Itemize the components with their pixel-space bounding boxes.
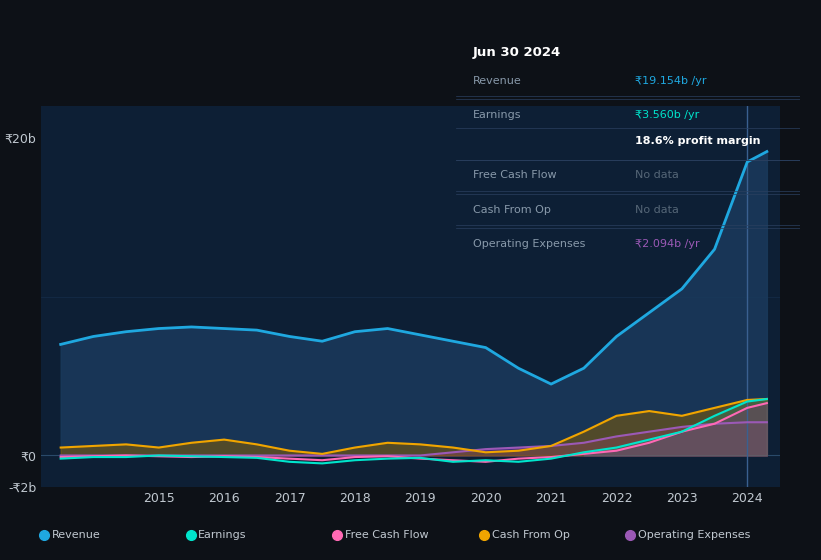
- Text: Operating Expenses: Operating Expenses: [638, 530, 750, 540]
- Text: Cash From Op: Cash From Op: [473, 204, 551, 214]
- Text: Free Cash Flow: Free Cash Flow: [473, 170, 557, 180]
- Text: Revenue: Revenue: [473, 76, 521, 86]
- Text: ₹2.094b /yr: ₹2.094b /yr: [635, 239, 699, 249]
- Text: No data: No data: [635, 204, 679, 214]
- Text: ₹3.560b /yr: ₹3.560b /yr: [635, 110, 699, 120]
- Text: ₹19.154b /yr: ₹19.154b /yr: [635, 76, 706, 86]
- Text: Jun 30 2024: Jun 30 2024: [473, 46, 561, 59]
- Text: Cash From Op: Cash From Op: [492, 530, 570, 540]
- Text: No data: No data: [635, 170, 679, 180]
- Text: Earnings: Earnings: [473, 110, 521, 120]
- Text: Revenue: Revenue: [52, 530, 100, 540]
- Text: Earnings: Earnings: [199, 530, 247, 540]
- Text: 18.6% profit margin: 18.6% profit margin: [635, 136, 760, 146]
- Text: Free Cash Flow: Free Cash Flow: [345, 530, 429, 540]
- Text: Operating Expenses: Operating Expenses: [473, 239, 585, 249]
